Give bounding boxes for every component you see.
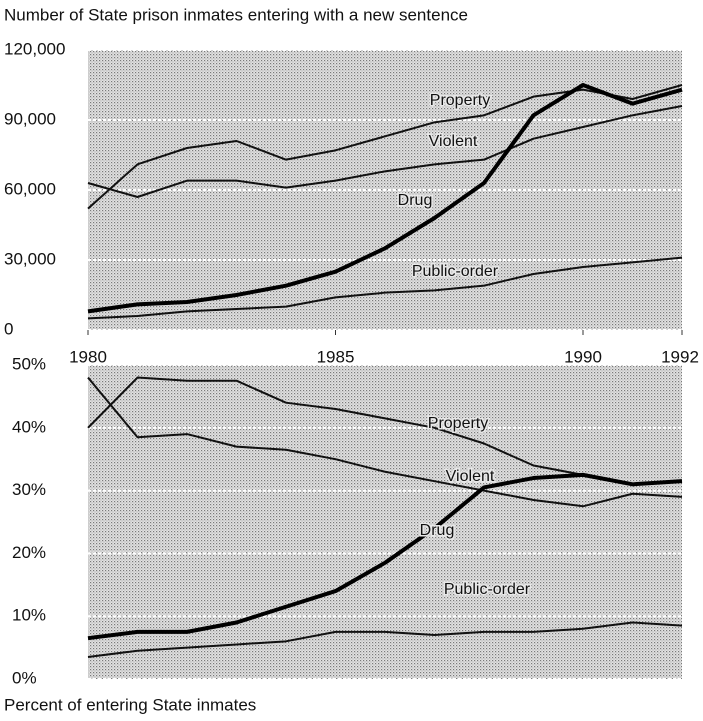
series-line <box>87 472 683 641</box>
series-label: Property <box>430 92 490 109</box>
y-tick-label: 60,000 <box>4 179 56 198</box>
series-line <box>87 83 683 314</box>
series-line <box>87 105 683 198</box>
plot-area <box>88 365 682 679</box>
series-label: Public-order <box>444 581 531 598</box>
series-line <box>87 84 683 210</box>
chart-title: Number of State prison inmates entering … <box>4 5 468 24</box>
x-tick-label: 1980 <box>69 347 107 366</box>
series-label: Public-order <box>412 263 499 280</box>
y-tick-label: 30,000 <box>4 249 56 268</box>
y-tick-label: 20% <box>12 543 46 562</box>
x-tick-label: 1985 <box>317 347 355 366</box>
series-label: Violent <box>446 468 495 485</box>
chart-title: Percent of entering State inmates <box>4 695 256 714</box>
y-tick-label: 30% <box>12 480 46 499</box>
y-tick-label: 10% <box>12 606 46 625</box>
y-tick-label: 40% <box>12 417 46 436</box>
y-tick-label: 50% <box>12 354 46 373</box>
series-label: Drug <box>398 192 433 209</box>
series-line <box>87 376 683 508</box>
y-tick-label: 90,000 <box>4 109 56 128</box>
x-tick-label: 1990 <box>564 347 602 366</box>
series-label: Drug <box>420 522 455 539</box>
series-label: Property <box>428 415 488 432</box>
y-tick-label: 120,000 <box>4 39 65 58</box>
y-tick-label: 0 <box>4 319 13 338</box>
series-label: Violent <box>429 133 478 150</box>
x-tick-label: 1992 <box>661 347 699 366</box>
series-line <box>87 621 683 659</box>
series-line <box>87 256 683 320</box>
y-tick-label: 0% <box>12 668 37 687</box>
